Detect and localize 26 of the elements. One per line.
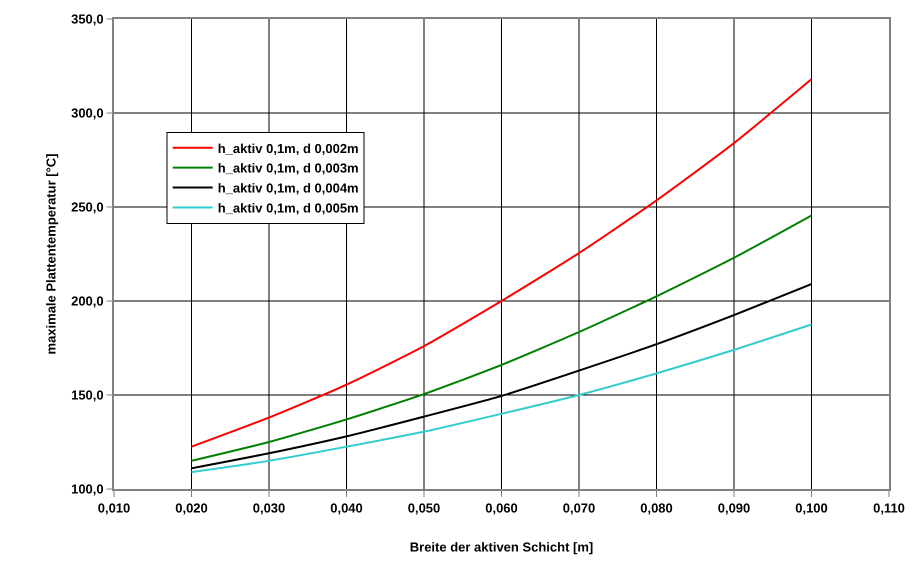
x-tick-label: 0,030 — [252, 500, 286, 516]
y-tick-label: 100,0 — [71, 482, 104, 497]
x-axis-title: Breite der aktiven Schicht [m] — [410, 539, 594, 554]
line-series — [190, 214, 812, 462]
x-tick-label: 0,040 — [330, 500, 363, 516]
y-tick-label: 200,0 — [71, 294, 104, 309]
y-tick-label: 350,0 — [71, 12, 104, 27]
legend-label: h_aktiv 0,1m, d 0,003m — [218, 160, 359, 176]
y-tick-label: 250,0 — [71, 200, 104, 215]
y-tick-label: 300,0 — [71, 106, 104, 121]
x-tick-label: 0,090 — [718, 500, 750, 516]
x-tick-label: 0,020 — [175, 500, 208, 516]
line-series — [190, 78, 812, 448]
line-series — [190, 324, 812, 474]
x-tick-label: 0,060 — [485, 500, 518, 516]
y-tick-label: 150,0 — [71, 388, 104, 403]
x-tick-label: 0,070 — [562, 500, 596, 516]
legend-label: h_aktiv 0,1m, d 0,002m — [218, 140, 359, 156]
x-tick-label: 0,100 — [795, 500, 828, 516]
x-tick-label: 0,110 — [873, 500, 905, 516]
legend-label: h_aktiv 0,1m, d 0,004m — [218, 180, 359, 196]
y-axis-title: maximale Plattentemperatur [°C] — [44, 154, 59, 354]
x-tick-label: 0,080 — [640, 500, 673, 516]
x-tick-label: 0,050 — [408, 500, 440, 516]
legend-label: h_aktiv 0,1m, d 0,005m — [218, 200, 359, 216]
x-tick-label: 0,010 — [98, 500, 130, 516]
